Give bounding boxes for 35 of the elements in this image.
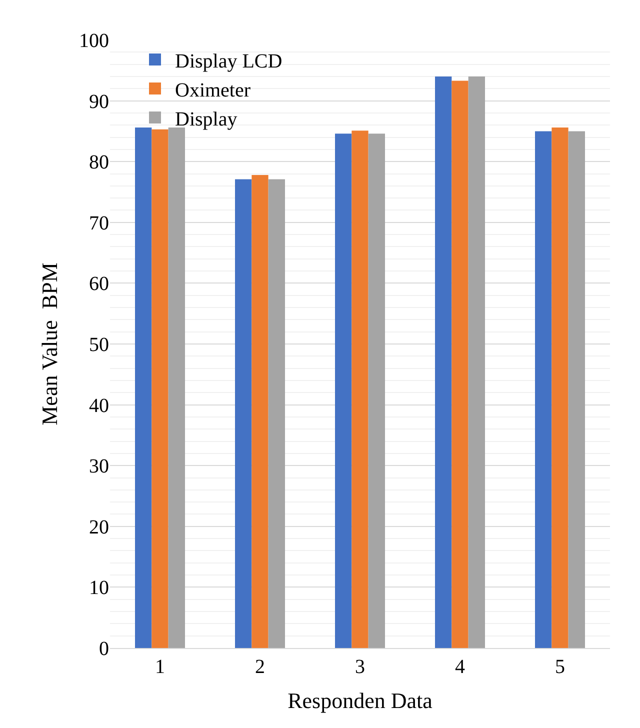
y-tick-label: 30 — [89, 456, 109, 478]
y-tick-label: 20 — [89, 516, 109, 538]
x-tick-label: 5 — [555, 656, 565, 678]
y-tick-label: 70 — [89, 212, 109, 234]
y-tick-label: 90 — [89, 90, 109, 113]
bar — [468, 76, 485, 648]
x-tick-label: 3 — [355, 656, 365, 678]
legend-label: Display — [175, 108, 238, 130]
bar — [568, 131, 585, 648]
y-tick-label: 60 — [89, 273, 109, 296]
y-tick-label: 0 — [99, 638, 109, 660]
x-tick-label: 2 — [255, 656, 265, 678]
x-tick-label: 1 — [155, 656, 165, 678]
y-tick-label: 40 — [89, 394, 109, 417]
legend-label: Oximeter — [175, 79, 251, 102]
y-tick-label: 80 — [89, 152, 109, 174]
bar — [152, 129, 168, 648]
bar — [235, 179, 252, 648]
bar — [368, 134, 385, 648]
bar — [135, 128, 152, 648]
y-tick-label: 100 — [79, 30, 109, 52]
bar — [352, 130, 368, 648]
bar — [268, 179, 285, 648]
bar — [552, 128, 568, 648]
legend-label: Display LCD — [175, 50, 282, 72]
y-tick-label: 10 — [89, 577, 109, 600]
bar — [252, 174, 268, 648]
y-axis-title: Mean Value BPM — [36, 262, 62, 426]
y-tick-label: 50 — [89, 334, 109, 356]
bar — [535, 131, 552, 648]
bar — [335, 134, 352, 648]
bar — [435, 76, 452, 648]
x-axis-title: Responden Data — [288, 688, 433, 713]
bar — [452, 80, 468, 648]
x-tick-label: 4 — [455, 656, 465, 678]
